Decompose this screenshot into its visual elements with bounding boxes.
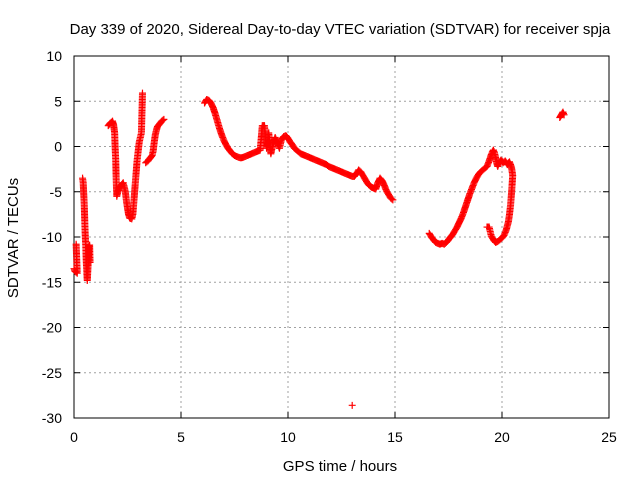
y-tick-label: 10: [46, 48, 62, 64]
data-point: [389, 196, 397, 204]
data-point: [72, 240, 80, 248]
x-tick-label: 20: [494, 429, 510, 445]
x-axis-label: GPS time / hours: [283, 458, 397, 475]
y-tick-label: -10: [42, 229, 62, 245]
x-tick-label: 25: [601, 429, 617, 445]
y-tick-label: -15: [42, 274, 62, 290]
y-tick-label: 5: [54, 93, 62, 109]
grid-lines: [74, 56, 609, 418]
x-tick-label: 0: [70, 429, 78, 445]
y-axis-label: SDTVAR / TECUs: [5, 178, 22, 298]
y-tick-label: -25: [42, 365, 62, 381]
chart-title: Day 339 of 2020, Sidereal Day-to-day VTE…: [70, 21, 611, 38]
x-tick-labels: 0 5 10 15 20 25: [70, 429, 617, 445]
data-points: [70, 89, 568, 409]
data-point: [160, 115, 168, 123]
data-point: [138, 89, 146, 97]
x-tick-label: 15: [387, 429, 403, 445]
data-point: [560, 111, 568, 119]
y-tick-label: 0: [54, 139, 62, 155]
data-point: [86, 258, 94, 266]
data-point: [348, 401, 356, 409]
y-tick-label: -5: [50, 184, 63, 200]
data-point: [388, 195, 396, 203]
data-point: [483, 223, 491, 231]
y-tick-labels: -30 -25 -20 -15 -10 -5 0 5 10: [42, 48, 62, 426]
data-point: [159, 116, 167, 124]
y-tick-label: -20: [42, 320, 62, 336]
axis-ticks: [73, 55, 610, 419]
x-tick-label: 5: [177, 429, 185, 445]
x-tick-label: 10: [280, 429, 296, 445]
y-tick-label: -30: [42, 410, 62, 426]
